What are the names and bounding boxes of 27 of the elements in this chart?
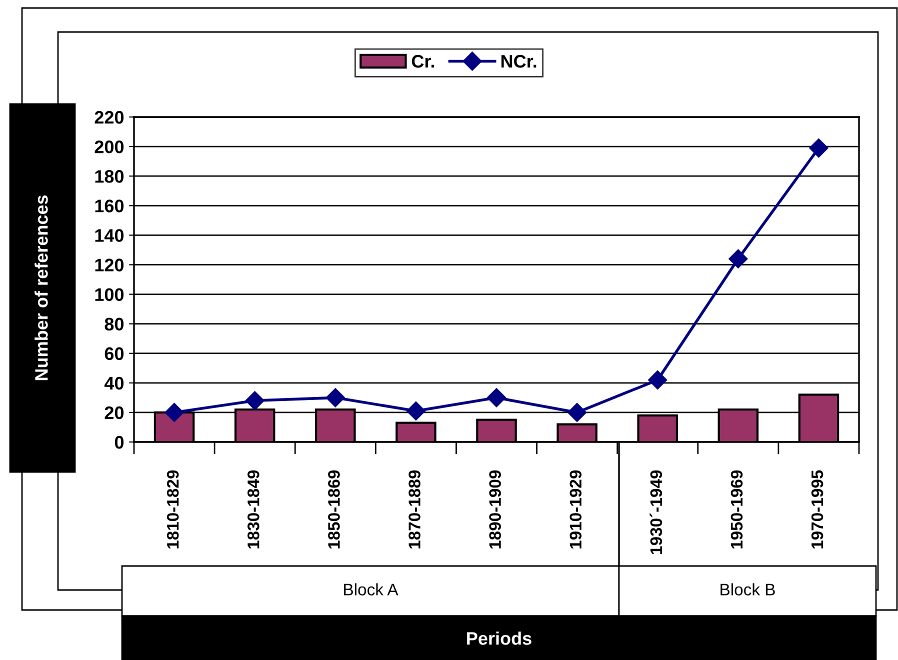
x-tick-label: 1970-1995 bbox=[811, 470, 824, 548]
text: Block A bbox=[344, 583, 398, 596]
x-tick-label: 1810-1829 bbox=[166, 470, 179, 548]
y-tick-label: 140 bbox=[95, 229, 124, 242]
x-tick-label: 1870-1889 bbox=[408, 470, 420, 548]
x-axis-title: Periods bbox=[467, 632, 532, 645]
y-tick-label: 160 bbox=[95, 200, 124, 212]
y-tick-label: 100 bbox=[95, 288, 124, 301]
y-tick-label: 120 bbox=[95, 258, 124, 272]
y-tick-label: 60 bbox=[104, 347, 124, 360]
legend-label: Cr. bbox=[412, 54, 434, 68]
x-tick-label: 1930´-1949 bbox=[650, 470, 662, 554]
y-tick-label: 0 bbox=[114, 436, 124, 449]
x-tick-label: 1890-1909 bbox=[489, 470, 501, 548]
x-tick-label: 1830-1849 bbox=[248, 470, 260, 548]
y-tick-label: 200 bbox=[94, 140, 124, 154]
x-tick-label: 1950-1969 bbox=[730, 470, 743, 548]
y-tick-label: 220 bbox=[94, 110, 124, 124]
x-tick-label: 1910-1929 bbox=[570, 470, 582, 548]
x-tick-label: 1850-1869 bbox=[328, 470, 340, 548]
y-tick-label: 80 bbox=[104, 318, 124, 331]
y-tick-label: 40 bbox=[104, 376, 124, 390]
text: Block B bbox=[720, 583, 775, 596]
y-tick-label: 180 bbox=[95, 170, 124, 183]
legend-label: NCr. bbox=[501, 54, 536, 68]
y-tick-label: 20 bbox=[104, 406, 124, 420]
y-axis-title: Number of references bbox=[34, 195, 48, 380]
